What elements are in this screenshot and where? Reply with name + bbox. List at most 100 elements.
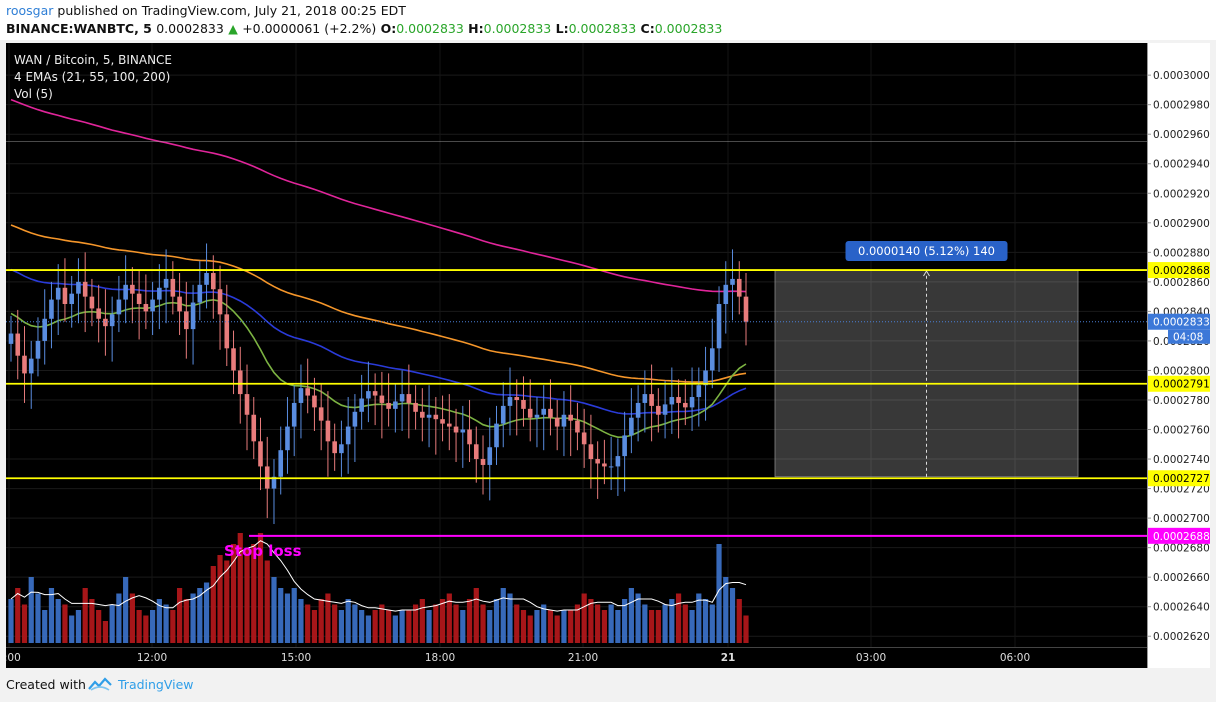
candle-body (332, 441, 337, 454)
volume-bar (102, 621, 109, 643)
volume-bar (325, 593, 331, 643)
symbol-label: BINANCE:WANBTC, 5 (6, 21, 152, 36)
candle-body (622, 435, 627, 457)
volume-bar (662, 604, 668, 643)
volume-bar (8, 599, 14, 643)
x-tick-label: 18:00 (425, 652, 455, 664)
candle-body (460, 429, 466, 433)
x-tick-label: 0:00 (6, 652, 21, 664)
y-tick-label: 0.0002940 (1153, 159, 1210, 171)
volume-bar (702, 599, 709, 643)
volume-bar (55, 599, 61, 643)
tradingview-link[interactable]: TradingView (118, 677, 194, 692)
volume-bar (298, 599, 304, 643)
countdown-label: 04:08 (1173, 332, 1203, 344)
candle-body (352, 411, 358, 427)
candle-body (548, 408, 553, 418)
y-tick-label: 0.0002620 (1153, 631, 1210, 643)
volume-bar (433, 604, 439, 643)
volume-bar (82, 588, 88, 643)
author-link[interactable]: roosgar (6, 3, 54, 18)
volume-bar (675, 593, 682, 643)
candle-body (575, 420, 580, 433)
candle-body (285, 426, 290, 451)
measure-tool: 0.0000140 (5.12%) 140 (774, 241, 1079, 478)
candle-body (312, 395, 317, 408)
volume-bars (8, 533, 749, 643)
volume-bar (426, 610, 432, 643)
candle-body (487, 447, 493, 465)
volume-bar (15, 588, 21, 643)
candle-body (541, 408, 547, 415)
volume-bar (123, 577, 129, 643)
grid (6, 43, 1147, 647)
candle-body (237, 370, 243, 395)
volume-bar (453, 604, 459, 643)
candle-body (271, 476, 277, 489)
high-label: H: (468, 21, 484, 36)
volume-bar (35, 593, 41, 643)
candle-body (440, 419, 445, 424)
volume-bar (345, 599, 351, 643)
candle-body (8, 333, 14, 344)
volume-bar (568, 610, 574, 643)
volume-bar (446, 593, 452, 643)
volume-bar (109, 604, 115, 643)
y-tick-label: 0.0003000 (1153, 70, 1210, 82)
candle-body (615, 456, 621, 467)
up-arrow-icon: ▲ (228, 21, 238, 36)
close-label: C: (640, 21, 655, 36)
volume-bar (332, 604, 338, 643)
y-tick-label: 0.0002720 (1153, 484, 1210, 496)
created-with-text: Created with (6, 677, 86, 692)
measure-arrow-head (923, 270, 930, 277)
volume-bar (682, 604, 688, 643)
candle-body (595, 459, 600, 464)
candle-body (318, 407, 324, 421)
candle-body (406, 394, 412, 403)
ohlc-bar: BINANCE:WANBTC, 5 0.0002833 ▲ +0.0000061… (6, 21, 722, 36)
candle-body (89, 296, 95, 309)
candle-body (55, 287, 61, 300)
y-tick-label: 0.0002760 (1153, 425, 1210, 437)
level-price-label: 0.0002727 (1153, 473, 1210, 485)
volume-bar (588, 599, 594, 643)
candle-body (561, 414, 567, 427)
candle-body (143, 304, 149, 312)
volume-bar (520, 610, 527, 643)
candle-body (413, 402, 418, 412)
y-tick-label: 0.0002780 (1153, 395, 1210, 407)
high-value: 0.0002833 (483, 21, 552, 36)
candle-body (629, 417, 634, 436)
y-tick-label: 0.0002700 (1153, 513, 1210, 525)
volume-bar (500, 588, 506, 643)
price-chart[interactable]: 0.0003000 0.0002980 0.0002960 0.0002940 0.00… (6, 43, 1210, 668)
candle-body (743, 296, 749, 322)
candle-body (345, 426, 351, 445)
volume-bar (163, 604, 169, 643)
volume-bar (210, 566, 216, 643)
measure-label: 0.0000140 (5.12%) 140 (858, 244, 995, 258)
volume-bar (608, 604, 614, 643)
candle-body (96, 308, 101, 319)
volume-bar (69, 615, 75, 643)
candle-body (184, 311, 189, 330)
low-label: L: (555, 21, 569, 36)
volume-bar (89, 599, 95, 643)
candle-body (581, 432, 587, 445)
candle-body (305, 388, 310, 396)
volume-bar (554, 615, 560, 643)
candle-body (35, 340, 41, 359)
volume-bar (386, 610, 392, 643)
volume-bar (696, 593, 702, 643)
level-price-tag (1148, 527, 1210, 544)
volume-bar (736, 599, 742, 643)
volume-bar (28, 577, 34, 643)
volume-bar (615, 610, 621, 643)
candle-body (399, 394, 405, 402)
level-price-label: 0.0002868 (1153, 265, 1210, 277)
candle-body (534, 414, 540, 418)
candle-body (676, 397, 681, 403)
x-tick-labels: 0:00 12:00 15:00 18:00 21:00 21 03:00 06:00 (6, 652, 1030, 664)
candle-body (130, 284, 135, 294)
